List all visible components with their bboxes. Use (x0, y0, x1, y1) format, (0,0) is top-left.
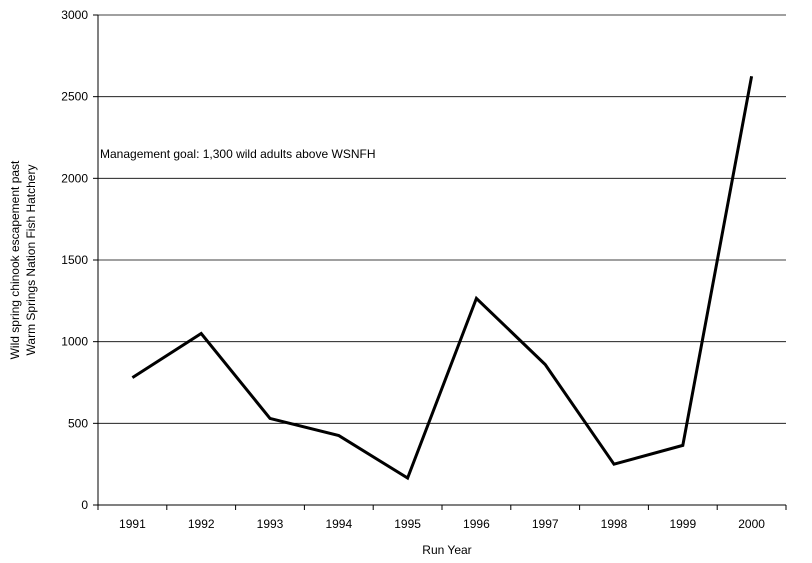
y-tick-labels: 0 500 1000 1500 2000 2500 3000 (61, 8, 98, 512)
y-axis-title-line-1: Wild spring chinook escapement past (8, 160, 22, 359)
x-tick-label-1998: 1998 (601, 517, 628, 531)
gridlines (98, 14, 786, 424)
x-tick-label-1997: 1997 (532, 517, 559, 531)
y-tick-label-3000: 3000 (61, 8, 88, 22)
x-tick-label-1999: 1999 (669, 517, 696, 531)
x-tick-label-2000: 2000 (738, 517, 765, 531)
series-line-0 (131, 75, 754, 481)
series-layer (131, 75, 754, 481)
x-tick-label-1994: 1994 (325, 517, 352, 531)
y-tick-label-1000: 1000 (61, 335, 88, 349)
y-tick-label-1500: 1500 (61, 253, 88, 267)
x-axis-title: Run Year (422, 543, 471, 557)
y-axis-title-line-2: Warm Springs Nation Fish Hatchery (24, 165, 38, 356)
x-tick-labels: 1991 1992 1993 1994 1995 1996 1997 1998 1999 2000 (97, 505, 787, 531)
x-tick-label-1993: 1993 (257, 517, 284, 531)
management-goal-annotation: Management goal: 1,300 wild adults above… (100, 147, 375, 161)
x-tick-label-1992: 1992 (188, 517, 215, 531)
x-tick-label-1991: 1991 (119, 517, 146, 531)
y-tick-label-2000: 2000 (61, 171, 88, 185)
x-tick-label-1995: 1995 (394, 517, 421, 531)
y-tick-label-0: 0 (81, 498, 88, 512)
x-tick-label-1996: 1996 (463, 517, 490, 531)
y-tick-label-500: 500 (68, 416, 88, 430)
y-tick-label-2500: 2500 (61, 90, 88, 104)
